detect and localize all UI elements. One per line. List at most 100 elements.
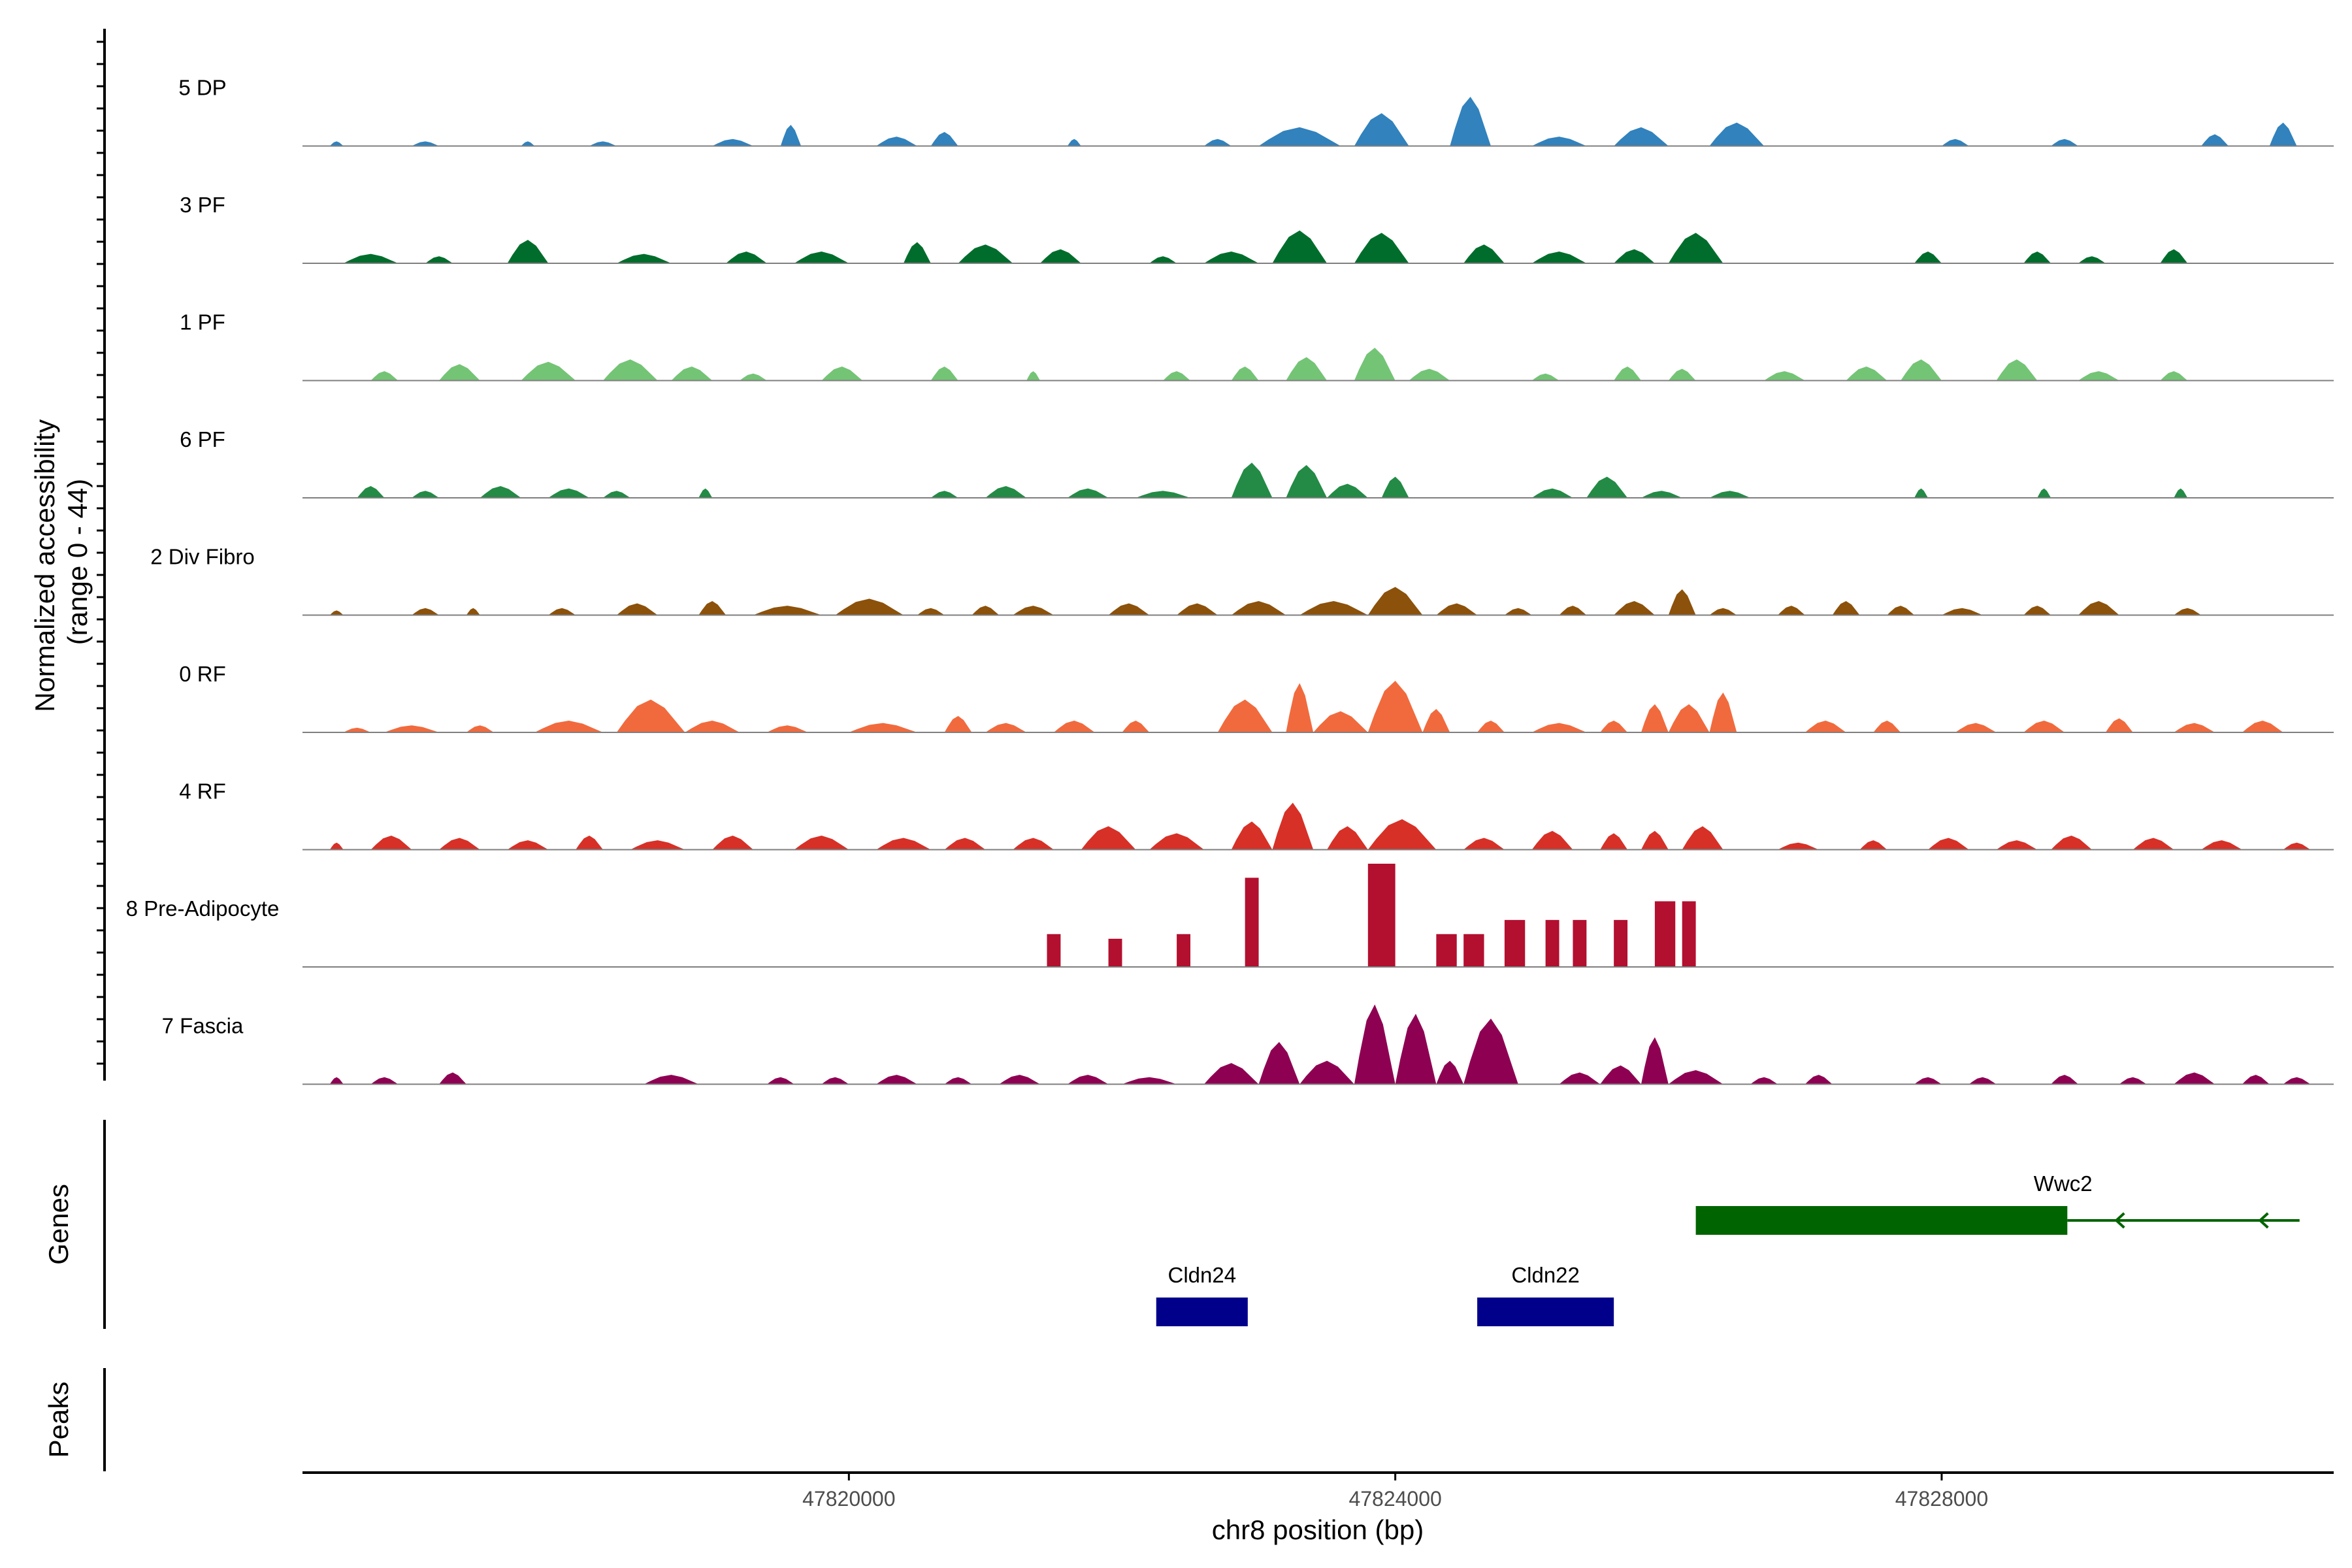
coverage-peak	[507, 240, 549, 263]
coverage-peak	[480, 486, 521, 498]
coverage-peak	[329, 141, 344, 146]
coverage-peak	[384, 725, 440, 732]
gene-label: Cldn24	[1168, 1263, 1236, 1287]
coverage-peak	[1067, 139, 1081, 146]
coverage-peak	[1531, 252, 1587, 263]
coverage-peak	[370, 1077, 399, 1085]
coverage-peak	[1832, 600, 1860, 615]
coverage-peak	[698, 600, 727, 615]
coverage-peak	[1053, 721, 1095, 732]
track-3-pf: 3 PF	[180, 193, 2334, 264]
track-label: 6 PF	[180, 427, 225, 451]
y-axis-title-line1: Normalized accessibility	[29, 419, 60, 712]
coverage-peak	[2132, 838, 2174, 850]
coverage-peak	[1709, 122, 1765, 146]
track-label: 8 Pre-Adipocyte	[126, 896, 280, 921]
coverage-peak	[849, 723, 917, 732]
coverage-peak	[1217, 699, 1273, 732]
coverage-peak	[985, 486, 1027, 498]
coverage-peak	[1668, 368, 1696, 381]
coverage-peak	[576, 835, 603, 850]
coverage-peak	[1545, 920, 1560, 967]
coverage-peak	[2119, 1077, 2147, 1085]
coverage-peak	[1367, 681, 1423, 732]
coverage-peak	[1709, 608, 1737, 615]
coverage-peak	[1559, 1072, 1601, 1085]
coverage-peak	[1641, 491, 1682, 498]
coverage-peak	[425, 256, 453, 263]
coverage-peak	[1067, 1075, 1109, 1085]
coverage-peak	[548, 488, 590, 498]
coverage-peak	[1067, 488, 1109, 498]
coverage-peak	[1313, 711, 1368, 732]
strand-arrow	[2114, 1212, 2125, 1229]
coverage-peak	[1709, 491, 1751, 498]
coverage-peak	[944, 715, 972, 732]
coverage-peak	[2023, 606, 2051, 615]
coverage-peak	[2242, 1075, 2270, 1085]
coverage-peak	[1668, 589, 1696, 615]
coverage-peak	[2174, 1072, 2215, 1085]
coverage-peak	[780, 125, 802, 146]
coverage-peak	[1873, 721, 1901, 732]
coverage-peak	[1231, 600, 1286, 615]
coverage-peak	[944, 838, 986, 850]
coverage-peak	[835, 598, 904, 615]
coverage-peak	[1968, 1077, 1997, 1085]
coverage-peak	[1600, 1065, 1641, 1085]
track-7-fascia: 7 Fascia	[162, 1004, 2334, 1085]
coverage-peak	[1805, 721, 1846, 732]
coverage-peak	[1463, 1018, 1518, 1085]
y-axis-title: Normalized accessibility (range 0 - 44)	[29, 412, 93, 712]
track-5-dp: 5 DP	[178, 76, 2334, 147]
coverage-peak	[329, 1077, 344, 1085]
coverage-peak	[1272, 230, 1328, 263]
coverage-peak	[1614, 600, 1655, 615]
coverage-peak	[1367, 864, 1396, 967]
coverage-peak	[930, 131, 958, 146]
coverage-peak	[1668, 704, 1710, 732]
coverage-peak	[2078, 600, 2119, 615]
coverage-peak	[740, 373, 767, 381]
coverage-peak	[1108, 603, 1150, 615]
coverage-peak	[466, 608, 480, 615]
coverage-peak	[1450, 97, 1491, 146]
coverage-peak	[1600, 833, 1628, 850]
coverage-peak	[2160, 249, 2188, 263]
coverage-peak	[794, 252, 849, 263]
coverage-peak	[1778, 606, 1805, 615]
coverage-peak	[876, 137, 917, 146]
coverage-peak	[712, 139, 753, 146]
coverage-peak	[1641, 704, 1669, 732]
coverage-peak	[1531, 373, 1560, 381]
coverage-peak	[630, 840, 685, 850]
coverage-peak	[1531, 137, 1587, 146]
track-label: 2 Div Fibro	[150, 545, 255, 569]
coverage-peak	[1614, 920, 1628, 967]
coverage-peak	[1586, 476, 1628, 498]
coverage-peak	[1914, 252, 1942, 263]
coverage-peak	[766, 1077, 794, 1085]
coverage-peak	[1955, 723, 1997, 732]
coverage-peak	[2037, 488, 2051, 498]
coverage-peak	[1395, 1013, 1437, 1085]
coverage-peak	[1463, 934, 1484, 967]
gene-label: Wwc2	[2034, 1171, 2093, 1196]
track-label: 7 Fascia	[162, 1014, 244, 1038]
coverage-peak	[1504, 920, 1526, 967]
coverage-peak	[2051, 1075, 2079, 1085]
coverage-peak	[2283, 1077, 2311, 1085]
coverage-peak	[1327, 826, 1368, 850]
track-label: 1 PF	[180, 310, 225, 335]
coverage-peak	[2051, 139, 2079, 146]
coverage-peak	[1614, 366, 1641, 381]
coverage-peak	[2201, 134, 2229, 146]
coverage-peak	[1654, 901, 1676, 967]
coverage-peak	[548, 608, 576, 615]
coverage-peak	[1668, 1070, 1723, 1085]
coverage-peak	[2201, 840, 2242, 850]
coverage-peak	[1258, 127, 1341, 146]
coverage-peak	[329, 842, 344, 850]
coverage-peak	[1805, 1075, 1833, 1085]
x-axis: 47820000 47824000 47828000	[302, 1471, 2334, 1511]
